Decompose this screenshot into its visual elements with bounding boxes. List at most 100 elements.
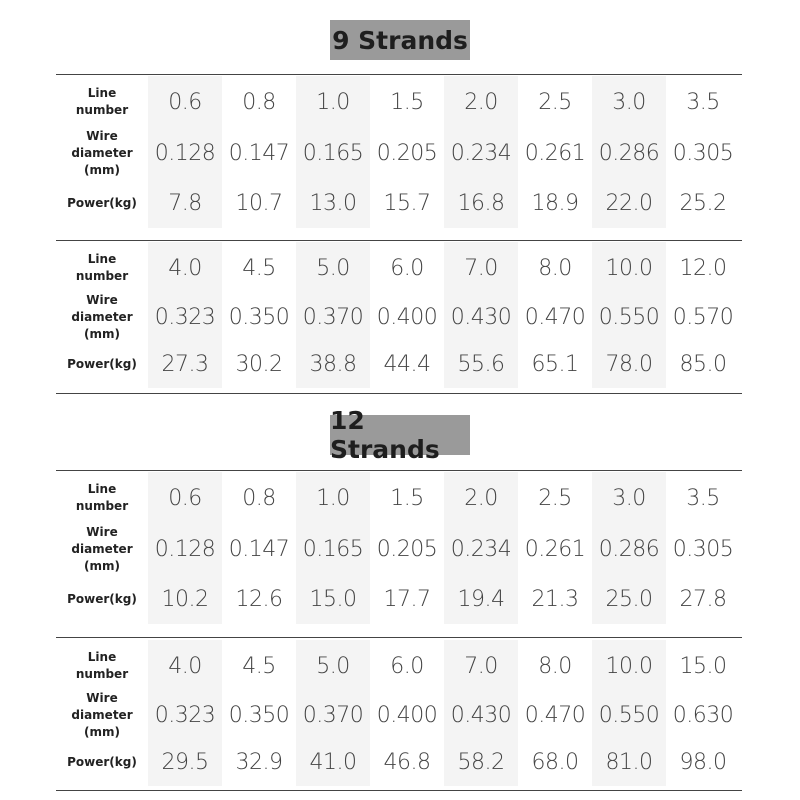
spec-grid: Line number 4.0 4.5 5.0 6.0 7.0 8.0 10.0 12.0 Wir… — [56, 242, 742, 388]
cell-wire-diameter: 0.165 — [296, 128, 370, 178]
cell-wire-diameter: 0.350 — [228, 304, 290, 330]
cell-power: 68.0 — [531, 749, 579, 775]
cell-power: 38.8 — [296, 340, 370, 388]
cell-wire-diameter: 0.550 — [592, 692, 666, 738]
spec-table: Line number 4.0 4.5 5.0 6.0 7.0 8.0 10.0 15.0 Wir… — [56, 640, 742, 786]
cell-wire-diameter: 0.205 — [376, 536, 438, 562]
cell-wire-diameter: 0.400 — [376, 304, 438, 330]
row-label-power: Power(kg) — [67, 591, 137, 606]
cell-power: 7.8 — [148, 178, 222, 228]
cell-wire-diameter: 0.570 — [672, 304, 734, 330]
row-label-power: Power(kg) — [67, 356, 137, 371]
table-top-rule — [56, 637, 742, 638]
cell-wire-diameter: 0.370 — [296, 294, 370, 340]
cell-line-number: 7.0 — [444, 640, 518, 692]
cell-power: 15.0 — [296, 574, 370, 624]
cell-wire-diameter: 0.147 — [228, 536, 290, 562]
cell-line-number: 8.0 — [538, 255, 572, 281]
cell-line-number: 0.6 — [148, 472, 222, 524]
cell-power: 22.0 — [592, 178, 666, 228]
cell-wire-diameter: 0.286 — [592, 524, 666, 574]
cell-wire-diameter: 0.370 — [296, 692, 370, 738]
cell-power: 15.7 — [383, 190, 431, 216]
cell-line-number: 1.0 — [296, 472, 370, 524]
cell-power: 29.5 — [148, 738, 222, 786]
cell-line-number: 6.0 — [390, 255, 424, 281]
cell-wire-diameter: 0.430 — [444, 692, 518, 738]
cell-power: 46.8 — [383, 749, 431, 775]
cell-power: 17.7 — [383, 586, 431, 612]
cell-line-number: 1.5 — [390, 89, 424, 115]
row-label-power: Power(kg) — [67, 195, 137, 210]
cell-power: 21.3 — [531, 586, 579, 612]
cell-wire-diameter: 0.470 — [524, 304, 586, 330]
cell-power: 55.6 — [444, 340, 518, 388]
cell-line-number: 4.5 — [242, 255, 276, 281]
section-bottom-rule — [56, 393, 742, 394]
cell-wire-diameter: 0.128 — [148, 128, 222, 178]
cell-wire-diameter: 0.430 — [444, 294, 518, 340]
row-label-line-number: Line number — [75, 482, 129, 513]
cell-line-number: 5.0 — [296, 640, 370, 692]
cell-power: 30.2 — [235, 351, 283, 377]
cell-wire-diameter: 0.234 — [444, 524, 518, 574]
cell-wire-diameter: 0.305 — [672, 140, 734, 166]
cell-line-number: 10.0 — [592, 640, 666, 692]
cell-power: 85.0 — [679, 351, 727, 377]
row-label-wire-diameter: Wire diameter (mm) — [71, 292, 133, 341]
table-top-rule — [56, 470, 742, 471]
spec-table: Line number 0.6 0.8 1.0 1.5 2.0 2.5 3.0 3.5 Wire … — [56, 472, 742, 624]
cell-power: 27.8 — [679, 586, 727, 612]
cell-wire-diameter: 0.550 — [592, 294, 666, 340]
cell-line-number: 0.8 — [242, 89, 276, 115]
cell-power: 10.7 — [235, 190, 283, 216]
section-title: 12 Strands — [330, 406, 470, 464]
cell-wire-diameter: 0.205 — [376, 140, 438, 166]
spec-table: Line number 4.0 4.5 5.0 6.0 7.0 8.0 10.0 12.0 Wir… — [56, 242, 742, 388]
spec-grid: Line number 0.6 0.8 1.0 1.5 2.0 2.5 3.0 3.5 Wire … — [56, 472, 742, 624]
cell-line-number: 4.0 — [148, 242, 222, 294]
cell-wire-diameter: 0.400 — [376, 702, 438, 728]
cell-line-number: 15.0 — [679, 653, 727, 679]
section-title: 9 Strands — [330, 20, 470, 60]
cell-line-number: 3.5 — [686, 89, 720, 115]
cell-line-number: 2.0 — [444, 76, 518, 128]
cell-line-number: 7.0 — [444, 242, 518, 294]
cell-wire-diameter: 0.286 — [592, 128, 666, 178]
spec-grid: Line number 4.0 4.5 5.0 6.0 7.0 8.0 10.0 15.0 Wir… — [56, 640, 742, 786]
cell-power: 10.2 — [148, 574, 222, 624]
cell-line-number: 0.6 — [148, 76, 222, 128]
cell-line-number: 2.5 — [538, 485, 572, 511]
table-top-rule — [56, 240, 742, 241]
cell-power: 12.6 — [235, 586, 283, 612]
cell-line-number: 5.0 — [296, 242, 370, 294]
table-top-rule — [56, 74, 742, 75]
row-label-wire-diameter: Wire diameter (mm) — [71, 128, 133, 177]
row-label-line-number: Line number — [75, 650, 129, 681]
cell-line-number: 2.5 — [538, 89, 572, 115]
cell-wire-diameter: 0.323 — [148, 294, 222, 340]
cell-power: 44.4 — [383, 351, 431, 377]
cell-power: 78.0 — [592, 340, 666, 388]
cell-wire-diameter: 0.630 — [672, 702, 734, 728]
cell-wire-diameter: 0.305 — [672, 536, 734, 562]
cell-line-number: 8.0 — [538, 653, 572, 679]
row-label-line-number: Line number — [75, 252, 129, 283]
cell-line-number: 12.0 — [679, 255, 727, 281]
row-label-wire-diameter: Wire diameter (mm) — [71, 690, 133, 739]
cell-wire-diameter: 0.323 — [148, 692, 222, 738]
cell-line-number: 4.0 — [148, 640, 222, 692]
cell-power: 25.2 — [679, 190, 727, 216]
cell-power: 19.4 — [444, 574, 518, 624]
cell-line-number: 2.0 — [444, 472, 518, 524]
cell-power: 32.9 — [235, 749, 283, 775]
cell-line-number: 0.8 — [242, 485, 276, 511]
cell-wire-diameter: 0.234 — [444, 128, 518, 178]
cell-wire-diameter: 0.261 — [524, 140, 586, 166]
cell-line-number: 3.5 — [686, 485, 720, 511]
cell-wire-diameter: 0.350 — [228, 702, 290, 728]
cell-power: 25.0 — [592, 574, 666, 624]
cell-wire-diameter: 0.128 — [148, 524, 222, 574]
cell-power: 27.3 — [148, 340, 222, 388]
cell-wire-diameter: 0.470 — [524, 702, 586, 728]
